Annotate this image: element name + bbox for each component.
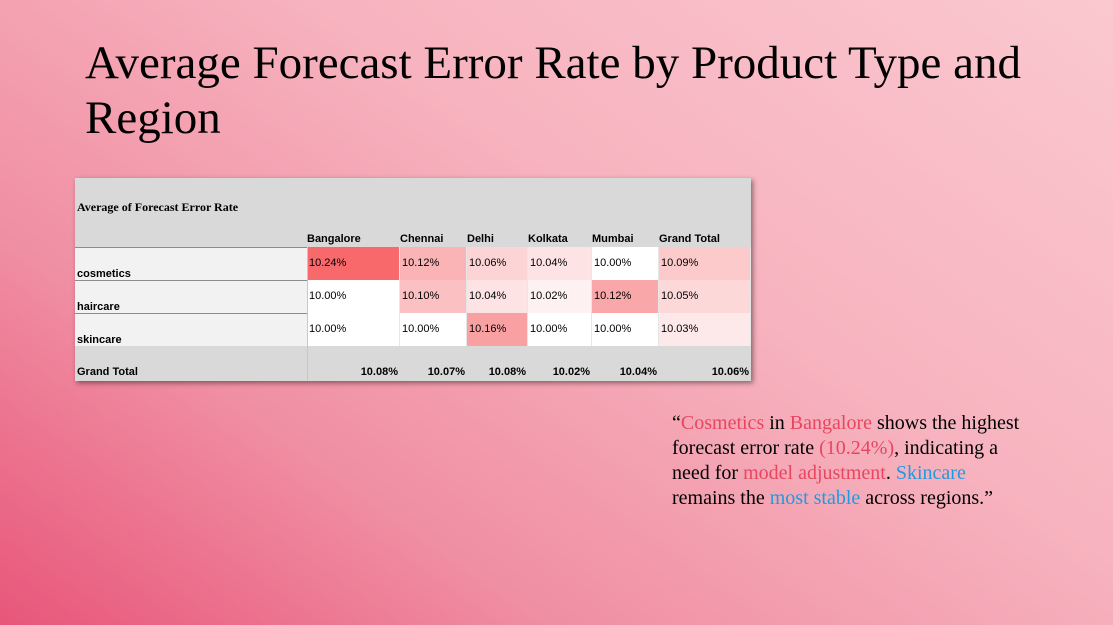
column-header-delhi[interactable]: Delhi [467, 233, 494, 245]
quote-text: , indicating a need for [672, 437, 998, 484]
row-label-text: cosmetics [77, 268, 131, 280]
highlight-skincare: Skincare [895, 462, 966, 484]
table-cell[interactable]: 10.02% [528, 280, 592, 313]
row-label-skincare[interactable]: skincare [75, 313, 307, 346]
table-cell[interactable]: 10.00% [307, 280, 400, 313]
pivot-header-band [75, 178, 751, 247]
table-cell[interactable]: 10.06% [467, 247, 528, 280]
row-label-haircare[interactable]: haircare [75, 280, 307, 313]
table-cell[interactable]: 10.05% [659, 280, 751, 313]
table-cell[interactable]: 10.03% [659, 313, 751, 346]
quote-open: “ [672, 412, 681, 434]
grand-total-cell[interactable]: 10.04% [619, 366, 657, 378]
grand-total-cell[interactable]: 10.07% [427, 366, 465, 378]
pivot-total-band [75, 346, 751, 381]
quote-text: remains the [672, 487, 770, 509]
table-cell[interactable]: 10.24% [307, 247, 400, 280]
highlight-model-adjustment: model adjustment [743, 462, 886, 484]
table-cell[interactable]: 10.10% [400, 280, 467, 313]
table-cell[interactable]: 10.16% [467, 313, 528, 346]
insight-quote: “Cosmetics in Bangalore shows the highes… [672, 411, 1032, 511]
column-header-mumbai[interactable]: Mumbai [592, 233, 634, 245]
table-cell[interactable]: 10.12% [400, 247, 467, 280]
row-label-text: haircare [77, 301, 120, 313]
table-cell[interactable]: 10.00% [592, 247, 659, 280]
slide-title: Average Forecast Error Rate by Product T… [85, 37, 1021, 144]
highlight-rate: (10.24%) [819, 437, 895, 459]
highlight-bangalore: Bangalore [789, 412, 872, 434]
quote-text: across regions.” [860, 487, 994, 509]
highlight-cosmetics: Cosmetics [680, 412, 765, 434]
highlight-most-stable: most stable [769, 487, 861, 509]
quote-text: . [885, 462, 896, 484]
grand-total-cell[interactable]: 10.08% [488, 366, 526, 378]
grand-total-cell[interactable]: 10.02% [552, 366, 590, 378]
column-header-bangalore[interactable]: Bangalore [307, 233, 361, 245]
column-divider [307, 247, 308, 381]
column-header-kolkata[interactable]: Kolkata [528, 233, 568, 245]
row-label-cosmetics[interactable]: cosmetics [75, 247, 307, 280]
table-cell[interactable]: 10.00% [307, 313, 400, 346]
quote-text: in [764, 412, 790, 434]
table-cell[interactable]: 10.00% [592, 313, 659, 346]
grand-total-cell[interactable]: 10.08% [360, 366, 398, 378]
table-cell[interactable]: 10.00% [400, 313, 467, 346]
row-label-text: skincare [77, 334, 122, 346]
table-cell[interactable]: 10.04% [528, 247, 592, 280]
grand-total-cell[interactable]: 10.06% [711, 366, 749, 378]
pivot-table: Average of Forecast Error Rate Bangalore… [75, 178, 751, 381]
pivot-caption: Average of Forecast Error Rate [77, 200, 239, 214]
table-cell[interactable]: 10.12% [592, 280, 659, 313]
quote-text: shows the highest forecast error rate [672, 412, 1020, 459]
grand-total-label[interactable]: Grand Total [77, 366, 138, 378]
table-cell[interactable]: 10.04% [467, 280, 528, 313]
table-cell[interactable]: 10.00% [528, 313, 592, 346]
column-header-grand-total[interactable]: Grand Total [659, 233, 720, 245]
column-header-chennai[interactable]: Chennai [400, 233, 444, 245]
table-cell[interactable]: 10.09% [659, 247, 751, 280]
